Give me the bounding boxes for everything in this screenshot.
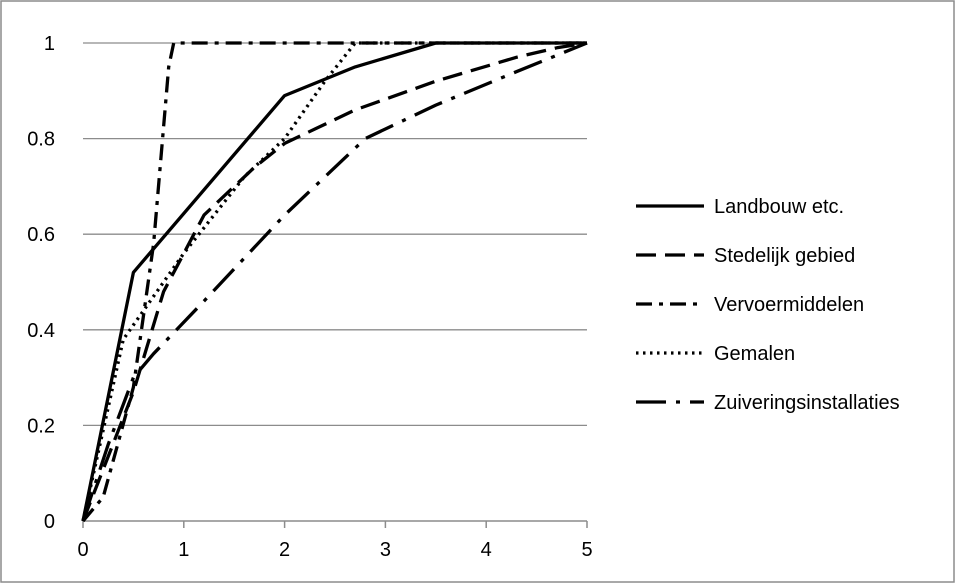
legend: Landbouw etc. Stedelijk gebied Vervoermidd… — [636, 196, 900, 414]
y-tick-label: 1 — [44, 33, 55, 55]
x-tick-label: 3 — [380, 539, 391, 561]
legend-label-2: Stedelijk gebied — [714, 245, 855, 267]
series-line-1 — [81, 41, 587, 522]
legend-label-5: Zuiveringsinstallaties — [714, 392, 900, 414]
y-tick-label: 0.2 — [27, 415, 55, 437]
x-tick-label: 0 — [77, 539, 88, 561]
legend-label-4: Gemalen — [714, 343, 795, 365]
y-tick-label: 0.4 — [27, 320, 55, 342]
axes: 0 0.2 0.4 0.6 0.8 1 0 1 2 3 4 5 — [27, 33, 592, 561]
legend-label-1: Landbouw etc. — [714, 196, 844, 218]
legend-label-3: Vervoermiddelen — [714, 294, 864, 316]
x-tick-label: 4 — [481, 539, 492, 561]
x-tick-label: 5 — [581, 539, 592, 561]
series-line-4 — [81, 41, 587, 522]
y-tick-label: 0.8 — [27, 129, 55, 151]
x-tick-label: 2 — [279, 539, 290, 561]
x-tick-label: 1 — [178, 539, 189, 561]
series-line-2 — [81, 41, 588, 522]
series-line-5 — [81, 41, 588, 522]
series-lines — [81, 41, 588, 523]
y-tick-label: 0.6 — [27, 224, 55, 246]
y-tick-label: 0 — [44, 511, 55, 533]
